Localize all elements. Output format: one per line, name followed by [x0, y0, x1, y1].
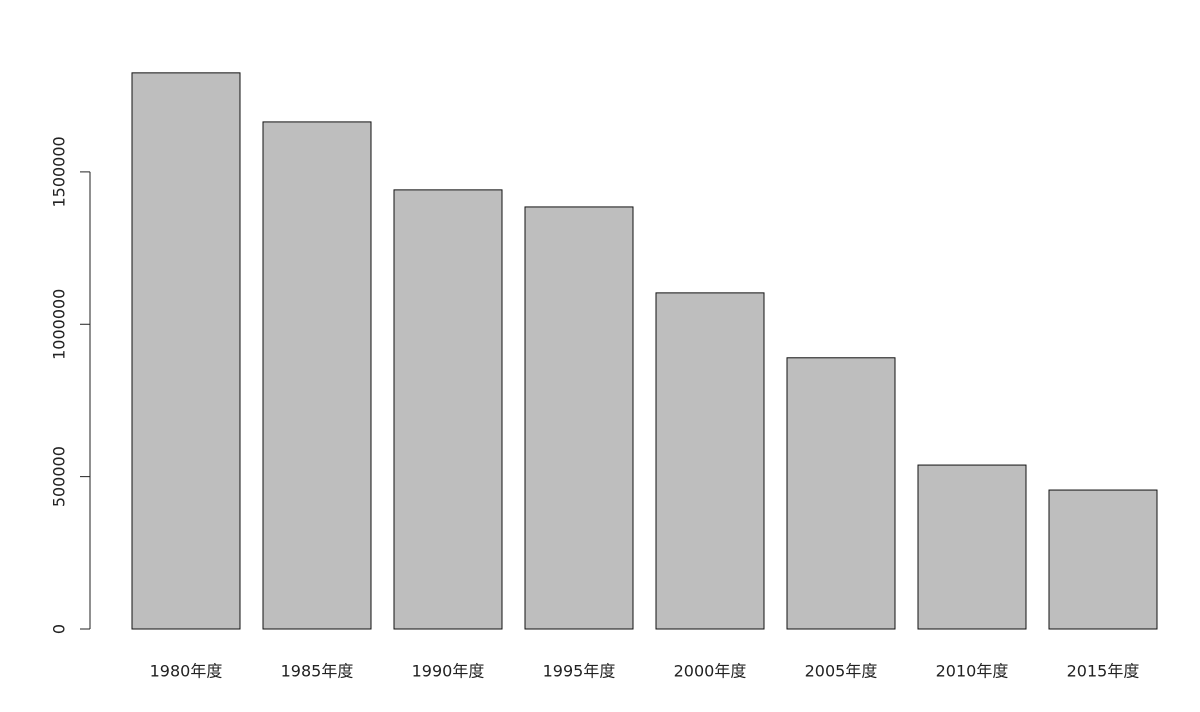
bar: [917, 464, 1027, 630]
y-tick-label: 1000000: [50, 289, 69, 360]
x-tick-label: 2005年度: [805, 662, 878, 681]
y-tick-label: 1500000: [50, 136, 69, 207]
bar: [131, 72, 241, 630]
x-tick-label: 2010年度: [936, 662, 1009, 681]
x-tick-label: 2000年度: [674, 662, 747, 681]
bar: [524, 206, 634, 630]
bar: [262, 121, 372, 630]
y-tick-label: 0: [50, 624, 69, 634]
bar: [786, 357, 896, 630]
y-tick-label: 500000: [50, 446, 69, 507]
x-tick-label: 1990年度: [412, 662, 485, 681]
bar: [393, 189, 503, 630]
x-tick-label: 1985年度: [281, 662, 354, 681]
x-tick-label: 1980年度: [150, 662, 223, 681]
bar: [1048, 489, 1158, 630]
bar: [655, 292, 765, 630]
x-tick-label: 1995年度: [543, 662, 616, 681]
x-tick-label: 2015年度: [1067, 662, 1140, 681]
